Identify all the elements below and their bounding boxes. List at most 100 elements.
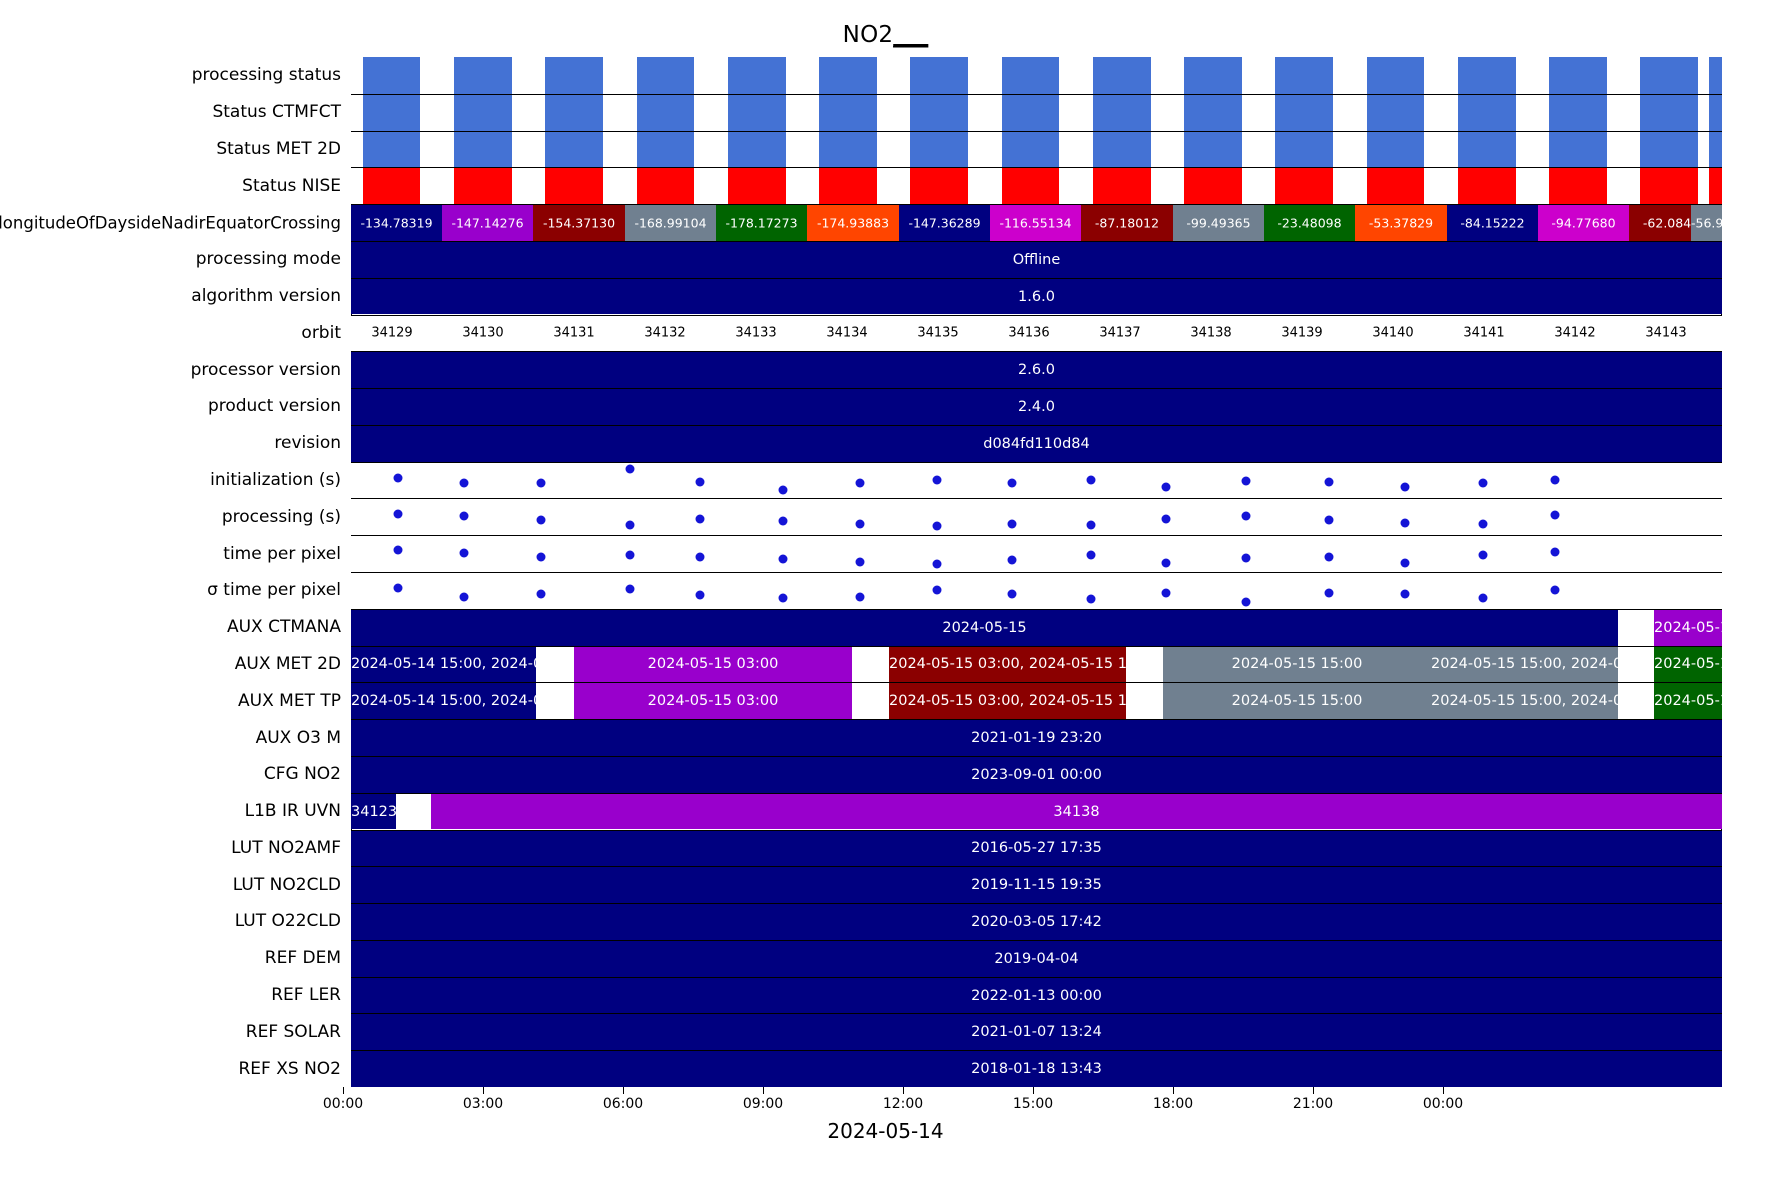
timeline-segment[interactable]: 2018-01-18 13:43	[351, 1051, 1722, 1087]
timeline-segment[interactable]	[637, 131, 694, 168]
timeline-segment[interactable]	[1126, 646, 1163, 683]
timeline-segment[interactable]	[819, 94, 877, 131]
timeline-segment[interactable]	[637, 168, 694, 205]
timeline-segment[interactable]	[1458, 94, 1516, 131]
data-point[interactable]	[1478, 593, 1488, 603]
timeline-segment[interactable]	[454, 94, 512, 131]
timeline-segment[interactable]	[1709, 168, 1722, 205]
data-point[interactable]	[1241, 597, 1251, 607]
data-point[interactable]	[536, 515, 546, 525]
timeline-segment[interactable]	[363, 131, 420, 168]
timeline-segment[interactable]	[1367, 94, 1424, 131]
data-point[interactable]	[1161, 588, 1171, 598]
timeline-segment[interactable]: 2024-05-15 03:00, 2024-05-15 15:00	[889, 646, 1126, 683]
data-point[interactable]	[1550, 510, 1560, 520]
data-point[interactable]	[1086, 475, 1096, 485]
timeline-segment[interactable]: -87.18012	[1081, 205, 1173, 241]
timeline-segment[interactable]: 2024-05-15 15:00	[1163, 646, 1431, 683]
timeline-segment[interactable]	[1640, 57, 1698, 94]
timeline-segment[interactable]	[728, 57, 786, 94]
data-point[interactable]	[695, 514, 705, 524]
timeline-segment[interactable]	[1549, 94, 1607, 131]
timeline-segment[interactable]: -168.99104	[625, 205, 716, 241]
timeline-segment[interactable]	[1275, 131, 1333, 168]
timeline-segment[interactable]	[1709, 94, 1722, 131]
data-point[interactable]	[1007, 519, 1017, 529]
data-point[interactable]	[1241, 476, 1251, 486]
timeline-segment[interactable]: 2024-05-14 15:00, 2024-05-15 03:00	[351, 683, 536, 720]
data-point[interactable]	[459, 511, 469, 521]
data-point[interactable]	[932, 559, 942, 569]
timeline-segment[interactable]: 2019-11-15 19:35	[351, 867, 1722, 904]
data-point[interactable]	[1324, 515, 1334, 525]
timeline-segment[interactable]	[1275, 168, 1333, 205]
timeline-segment[interactable]	[363, 168, 420, 205]
data-point[interactable]	[393, 545, 403, 555]
timeline-segment[interactable]	[1549, 168, 1607, 205]
timeline-segment[interactable]	[454, 131, 512, 168]
timeline-segment[interactable]	[1126, 683, 1163, 720]
timeline-segment[interactable]: 2019-04-04	[351, 940, 1722, 977]
timeline-segment[interactable]: -53.37829	[1355, 205, 1447, 241]
timeline-segment[interactable]: d084fd110d84	[351, 425, 1722, 462]
timeline-segment[interactable]	[637, 57, 694, 94]
timeline-segment[interactable]: 2016-05-27 17:35	[351, 830, 1722, 867]
timeline-segment[interactable]: 2024-05-16	[1654, 609, 1722, 646]
data-point[interactable]	[1478, 519, 1488, 529]
data-point[interactable]	[778, 516, 788, 526]
timeline-segment[interactable]	[545, 168, 603, 205]
timeline-segment[interactable]	[545, 94, 603, 131]
timeline-segment[interactable]	[1184, 131, 1242, 168]
timeline-segment[interactable]: 2024-05-16 03:00, 2024-05-16 15:00	[1654, 683, 1722, 720]
timeline-segment[interactable]	[454, 168, 512, 205]
timeline-segment[interactable]: 2024-05-16 03:00, 2024-05-16 15:00	[1654, 646, 1722, 683]
data-point[interactable]	[459, 592, 469, 602]
data-point[interactable]	[1324, 588, 1334, 598]
timeline-segment[interactable]	[1002, 131, 1059, 168]
timeline-segment[interactable]	[1002, 168, 1059, 205]
data-point[interactable]	[625, 550, 635, 560]
timeline-segment[interactable]: 34138	[431, 793, 1722, 830]
timeline-segment[interactable]	[910, 94, 968, 131]
data-point[interactable]	[1086, 594, 1096, 604]
timeline-segment[interactable]	[363, 94, 420, 131]
data-point[interactable]	[536, 589, 546, 599]
data-point[interactable]	[1241, 511, 1251, 520]
timeline-segment[interactable]	[728, 94, 786, 131]
timeline-segment[interactable]	[454, 57, 512, 94]
data-point[interactable]	[1241, 553, 1251, 563]
timeline-segment[interactable]: 2021-01-07 13:24	[351, 1014, 1722, 1051]
timeline-segment[interactable]	[545, 131, 603, 168]
timeline-segment[interactable]	[1709, 131, 1722, 168]
timeline-segment[interactable]: -147.14276	[442, 205, 533, 241]
timeline-segment[interactable]: -178.17273	[716, 205, 807, 241]
timeline-segment[interactable]	[1640, 94, 1698, 131]
data-point[interactable]	[855, 478, 865, 488]
timeline-segment[interactable]	[728, 131, 786, 168]
data-point[interactable]	[1478, 478, 1488, 488]
timeline-segment[interactable]	[819, 57, 877, 94]
data-point[interactable]	[932, 475, 942, 485]
timeline-segment[interactable]	[910, 131, 968, 168]
timeline-segment[interactable]: 2024-05-15 15:00, 2024-05-16 03:00	[1431, 683, 1618, 720]
data-point[interactable]	[625, 520, 635, 530]
timeline-segment[interactable]	[1458, 168, 1516, 205]
data-point[interactable]	[1086, 550, 1096, 560]
timeline-segment[interactable]	[1367, 168, 1424, 205]
timeline-segment[interactable]: 2.4.0	[351, 389, 1722, 425]
timeline-segment[interactable]: -174.93883	[807, 205, 899, 241]
data-point[interactable]	[855, 592, 865, 602]
data-point[interactable]	[932, 521, 942, 531]
timeline-segment[interactable]	[910, 168, 968, 205]
data-point[interactable]	[625, 584, 635, 594]
timeline-segment[interactable]: 2024-05-15 15:00, 2024-05-16 03:00	[1431, 646, 1618, 683]
data-point[interactable]	[625, 464, 635, 474]
timeline-segment[interactable]	[819, 168, 877, 205]
timeline-segment[interactable]: 2024-05-15 03:00	[574, 646, 852, 683]
timeline-segment[interactable]: 2024-05-15 03:00	[574, 683, 852, 720]
timeline-segment[interactable]	[363, 57, 420, 94]
data-point[interactable]	[1550, 547, 1560, 557]
data-point[interactable]	[778, 593, 788, 603]
timeline-segment[interactable]: -99.49365	[1173, 205, 1264, 241]
timeline-segment[interactable]: 1.6.0	[351, 278, 1722, 315]
